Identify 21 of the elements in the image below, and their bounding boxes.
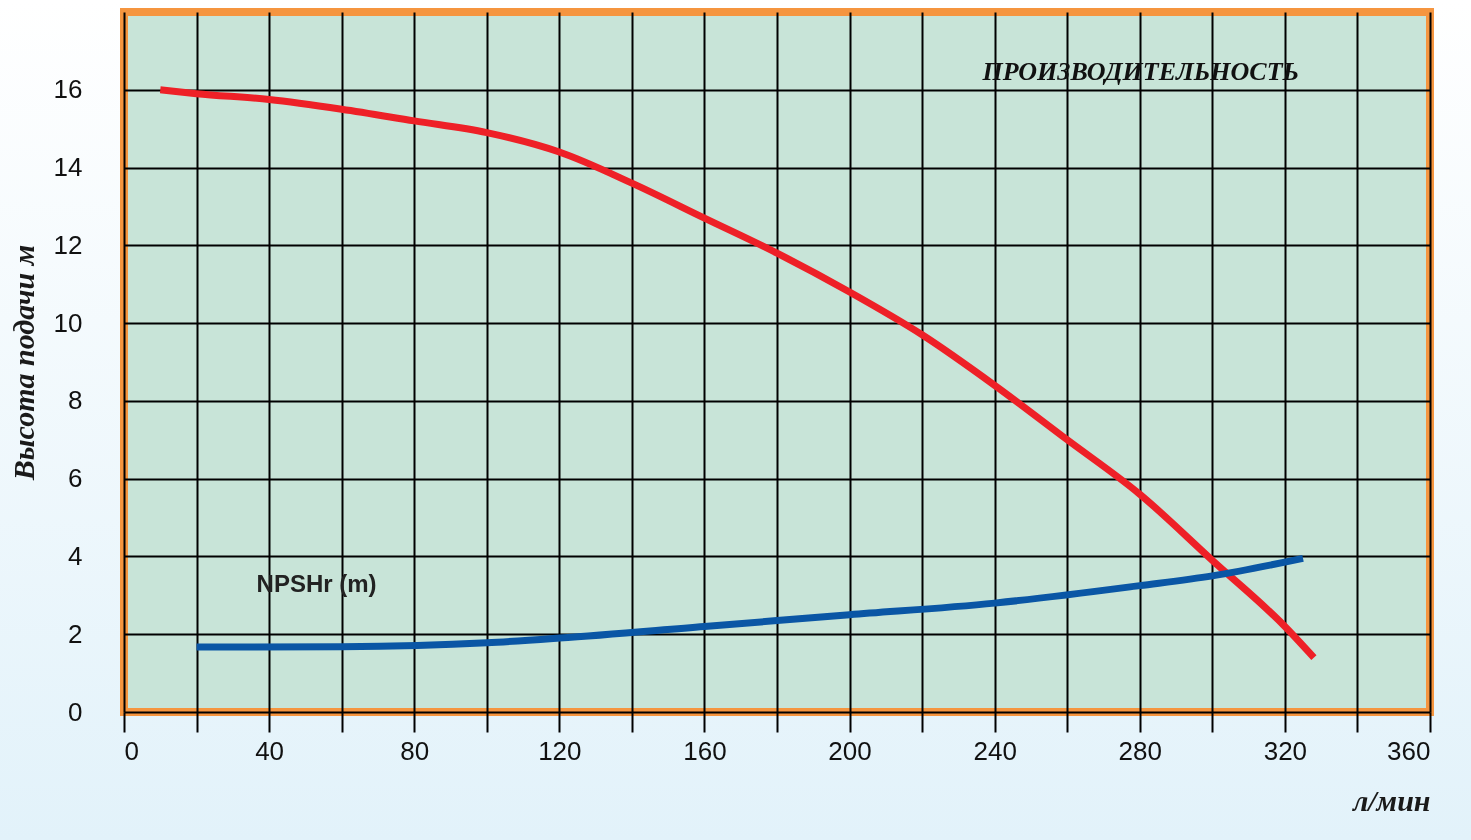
x-tick-label: 360 [1387, 735, 1431, 766]
x-tick-label: 40 [255, 735, 285, 766]
y-tick-label: 16 [53, 74, 83, 105]
y-tick-label: 12 [53, 229, 83, 260]
y-tick-label: 0 [68, 696, 83, 727]
y-tick-label: 8 [68, 385, 83, 416]
x-tick-label: 80 [400, 735, 430, 766]
x-tick-label: 120 [538, 735, 582, 766]
y-tick-label: 2 [68, 618, 83, 649]
x-tick-label: 240 [973, 735, 1017, 766]
y-tick-label: 10 [53, 307, 83, 338]
y-tick-label: 14 [53, 152, 83, 183]
x-tick-label: 320 [1263, 735, 1308, 766]
x-tick-label: 200 [828, 735, 872, 766]
x-axis-title: л/мин [1350, 783, 1431, 817]
x-tick-label: 280 [1118, 735, 1162, 766]
y-axis-title: Высота подачи м [6, 244, 40, 482]
y-tick-label: 4 [68, 540, 83, 571]
y-tick-label: 6 [68, 463, 83, 494]
x-tick-label: 0 [124, 735, 139, 766]
x-tick-label: 160 [683, 735, 727, 766]
